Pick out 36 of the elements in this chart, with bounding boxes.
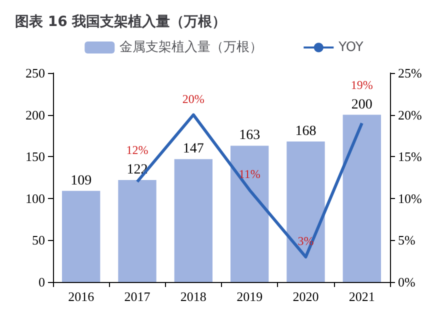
data-label: 109 [70, 173, 92, 188]
x-tick-label: 2016 [68, 289, 95, 304]
y2-tick-label: 20% [398, 107, 422, 122]
y-tick-label: 250 [26, 66, 45, 80]
data-label: 163 [239, 128, 260, 144]
x-tick-label: 2020 [292, 289, 319, 304]
y2-tick-label: 10% [398, 190, 422, 206]
y-tick-label: 50 [32, 232, 45, 248]
bar [342, 114, 382, 282]
legend-label: 金属支架植入量（万根） [120, 40, 263, 55]
chart-title: 图表 16 我国支架植入量（万根） [15, 14, 226, 30]
bar [230, 146, 269, 282]
y2-tick-label: 25% [398, 66, 422, 80]
y-tick-label: 100 [26, 190, 45, 206]
bar [62, 190, 100, 282]
bar [286, 142, 325, 282]
bar [118, 180, 156, 282]
y-tick-label: 200 [26, 107, 45, 122]
x-tick-label: 2017 [124, 289, 151, 304]
data-label: 20% [182, 92, 204, 106]
legend-label: YOY [338, 40, 364, 55]
y2-tick-label: 0% [398, 274, 416, 290]
bar [174, 159, 213, 282]
data-label: 168 [295, 124, 316, 140]
x-tick-label: 2018 [180, 289, 206, 304]
x-tick-label: 2019 [236, 289, 263, 304]
y2-tick-label: 5% [398, 232, 416, 248]
y-tick-label: 150 [26, 149, 45, 164]
y-tick-label: 0 [38, 274, 45, 290]
data-label: 147 [182, 142, 204, 157]
data-label: 200 [351, 97, 372, 112]
data-label: 19% [350, 78, 373, 92]
x-tick-label: 2021 [348, 289, 375, 304]
data-label: 11% [238, 167, 260, 182]
data-label: 12% [126, 143, 148, 158]
y2-tick-label: 15% [398, 149, 422, 164]
